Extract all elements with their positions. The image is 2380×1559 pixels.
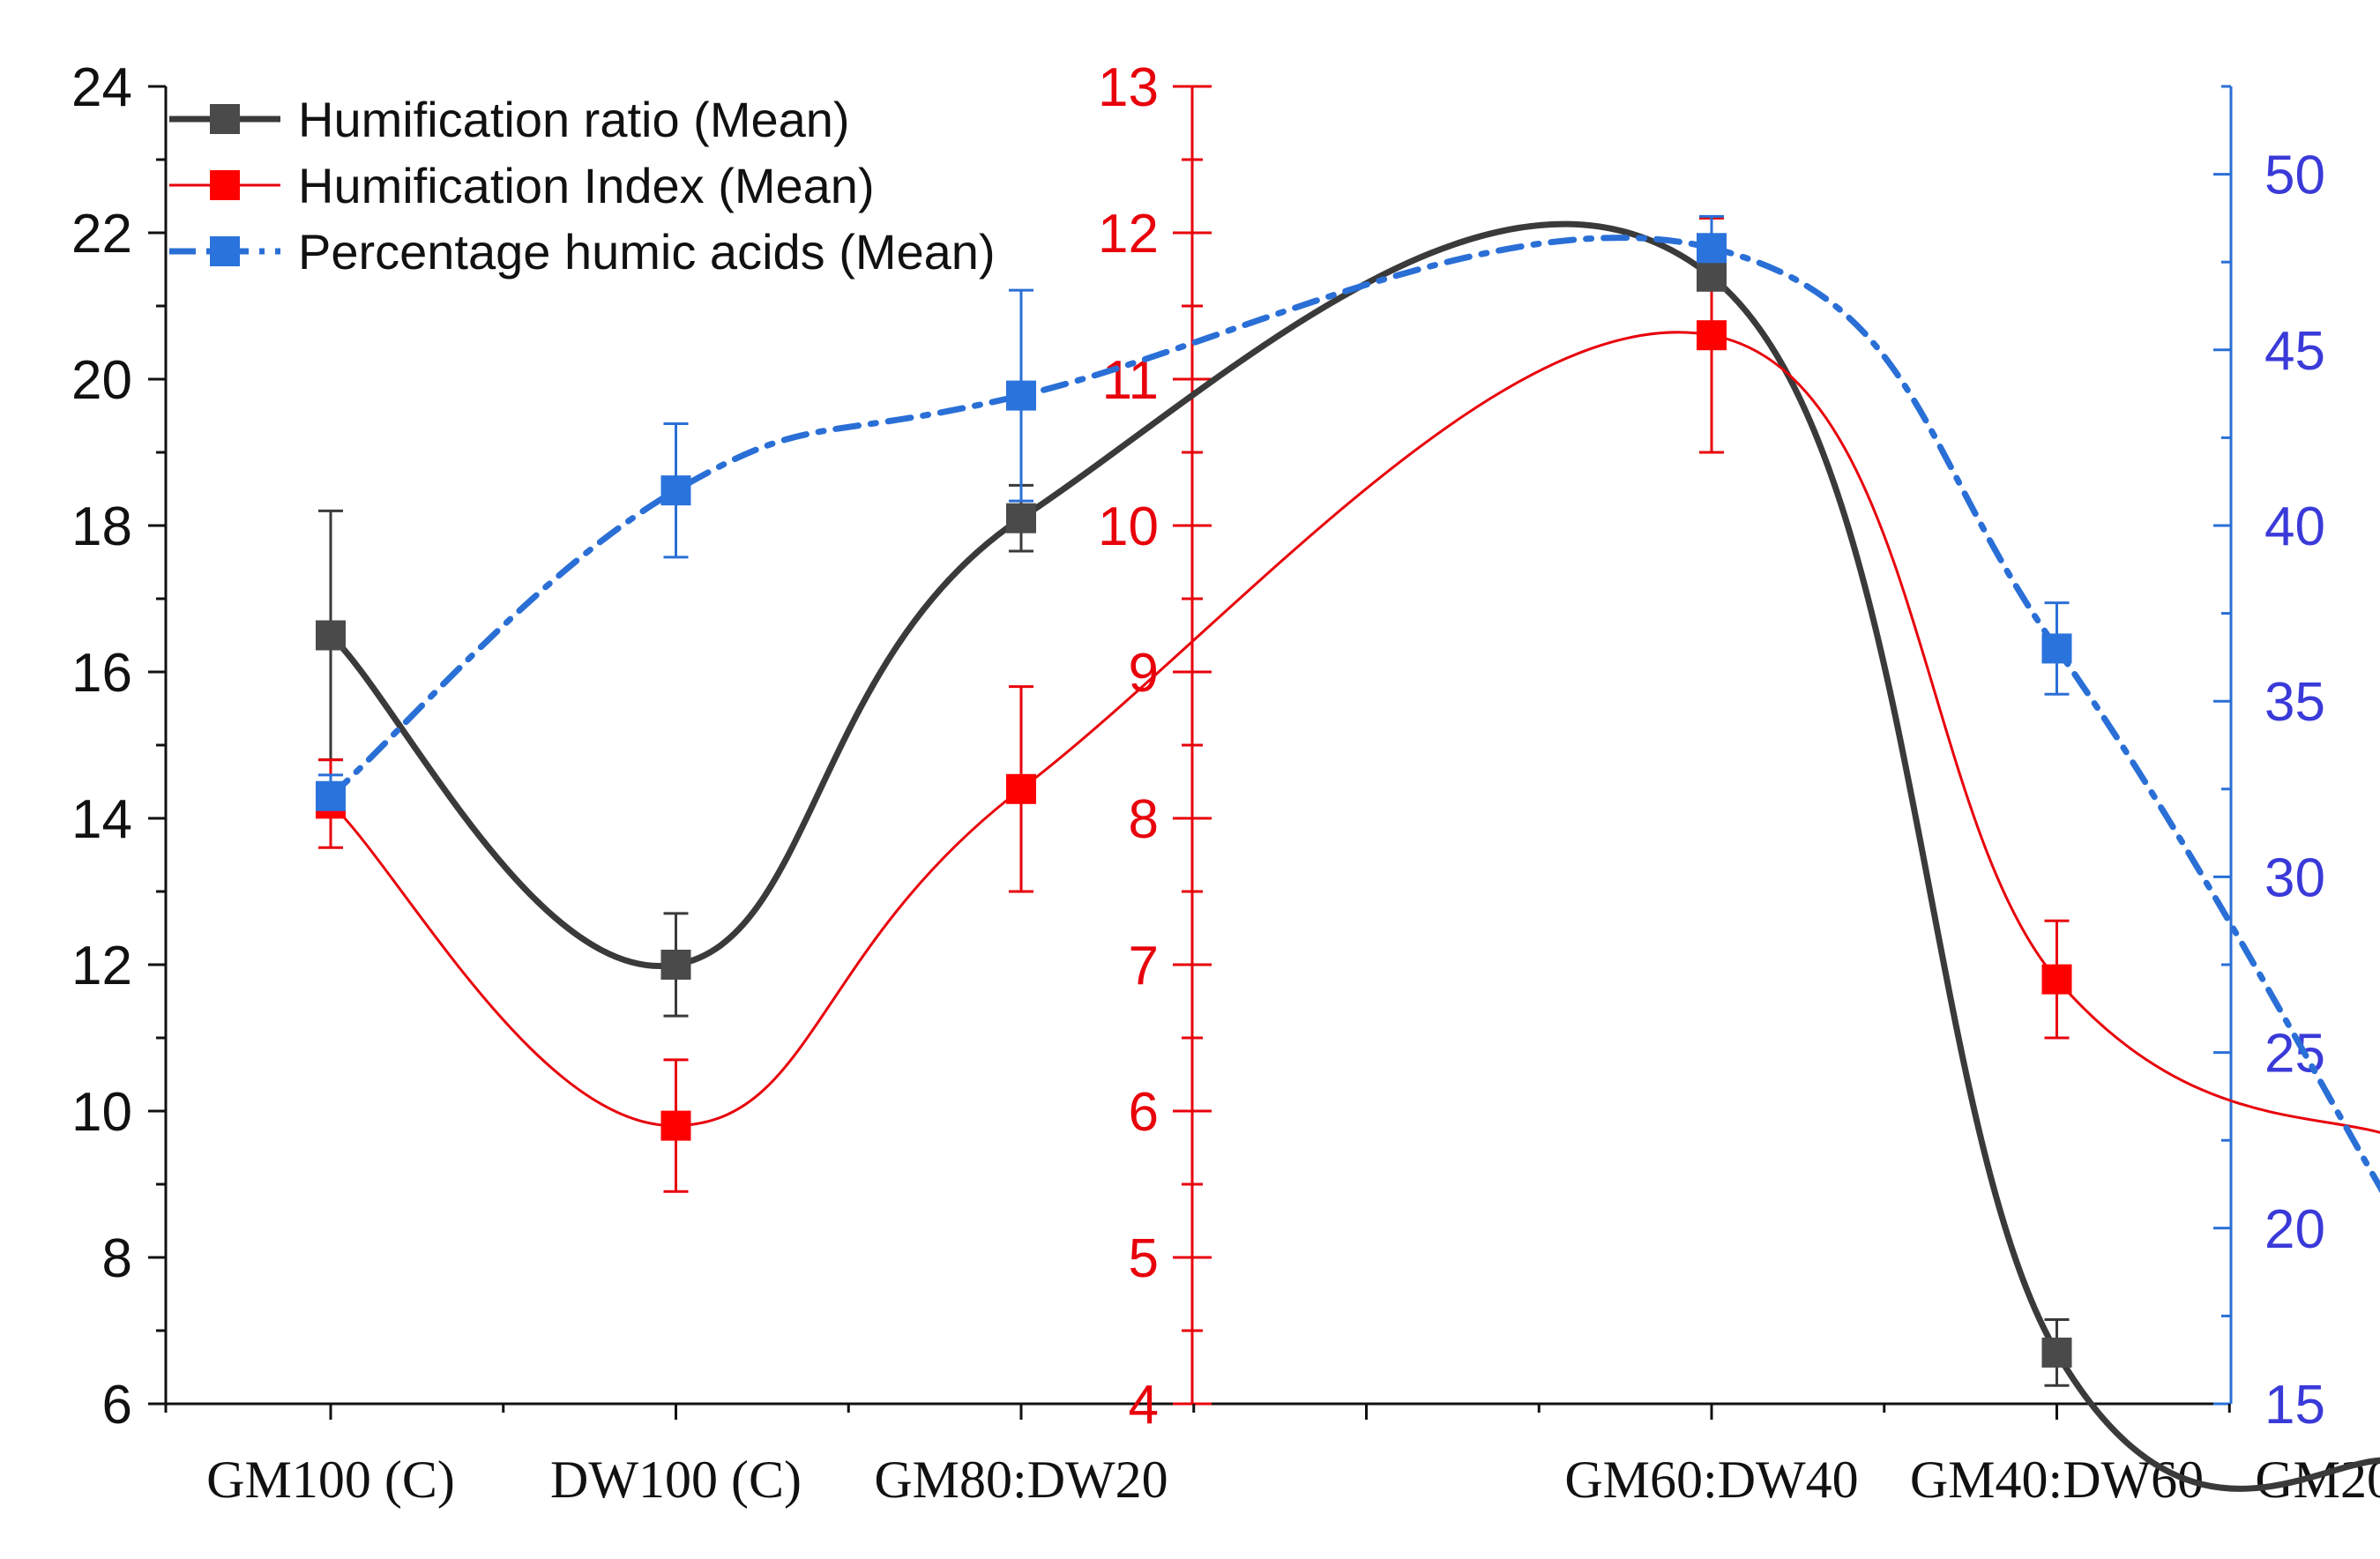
mid-tick-label: 12	[1098, 204, 1159, 265]
mid-tick-label: 5	[1129, 1228, 1159, 1289]
data-point	[661, 950, 691, 980]
left-tick-label: 14	[71, 789, 132, 850]
legend-label: Humification Index (Mean)	[298, 158, 875, 213]
mid-tick-label: 8	[1129, 789, 1159, 850]
legend-marker	[210, 170, 240, 200]
data-point	[661, 1111, 691, 1141]
left-tick-label: 22	[71, 204, 132, 265]
legend-marker	[210, 104, 240, 134]
left-tick-label: 12	[71, 936, 132, 996]
data-point	[1697, 262, 1727, 292]
data-point	[1697, 320, 1727, 350]
right-tick-label: 40	[2264, 496, 2325, 557]
left-tick-label: 20	[71, 350, 132, 411]
right-tick-label: 50	[2264, 145, 2325, 206]
data-point	[661, 475, 691, 505]
series-line	[331, 238, 2380, 1225]
left-tick-label: 10	[71, 1082, 132, 1143]
x-category-label: GM20:DW80	[2255, 1451, 2380, 1509]
right-tick-label: 30	[2264, 847, 2325, 908]
x-category-label: GM80:DW20	[874, 1451, 1168, 1509]
mid-tick-label: 4	[1129, 1375, 1159, 1436]
right-tick-label: 45	[2264, 321, 2325, 382]
legend-marker	[210, 236, 240, 266]
x-category-label: GM100 (C)	[206, 1451, 455, 1509]
right-tick-label: 35	[2264, 672, 2325, 733]
right-tick-label: 25	[2264, 1024, 2325, 1085]
right-tick-label: 20	[2264, 1199, 2325, 1260]
mid-tick-label: 6	[1129, 1082, 1159, 1143]
x-category-label: GM60:DW40	[1564, 1451, 1858, 1509]
data-point	[316, 781, 346, 811]
legend-label: Percentage humic acids (Mean)	[298, 224, 996, 280]
mid-tick-label: 13	[1098, 57, 1159, 118]
series-line	[331, 332, 2380, 1140]
left-tick-label: 6	[102, 1375, 132, 1436]
left-tick-label: 24	[71, 57, 132, 118]
data-point	[2042, 633, 2072, 663]
legend-label: Humification ratio (Mean)	[298, 92, 850, 147]
left-tick-label: 8	[102, 1228, 132, 1289]
x-category-label: DW100 (C)	[550, 1451, 802, 1509]
data-point	[2042, 965, 2072, 995]
mid-tick-label: 7	[1129, 936, 1159, 996]
left-tick-label: 18	[71, 496, 132, 557]
chart: 6810121416182022244567891011121315202530…	[0, 0, 2380, 1559]
data-point	[316, 621, 346, 651]
right-tick-label: 15	[2264, 1375, 2325, 1436]
x-category-label: GM40:DW60	[1910, 1451, 2204, 1509]
series-line	[331, 224, 2380, 1488]
data-point	[1697, 233, 1727, 263]
data-point	[1006, 774, 1036, 804]
data-point	[2042, 1338, 2072, 1368]
mid-tick-label: 10	[1098, 496, 1159, 557]
data-point	[1006, 504, 1036, 533]
data-point	[1006, 381, 1036, 411]
left-tick-label: 16	[71, 643, 132, 704]
